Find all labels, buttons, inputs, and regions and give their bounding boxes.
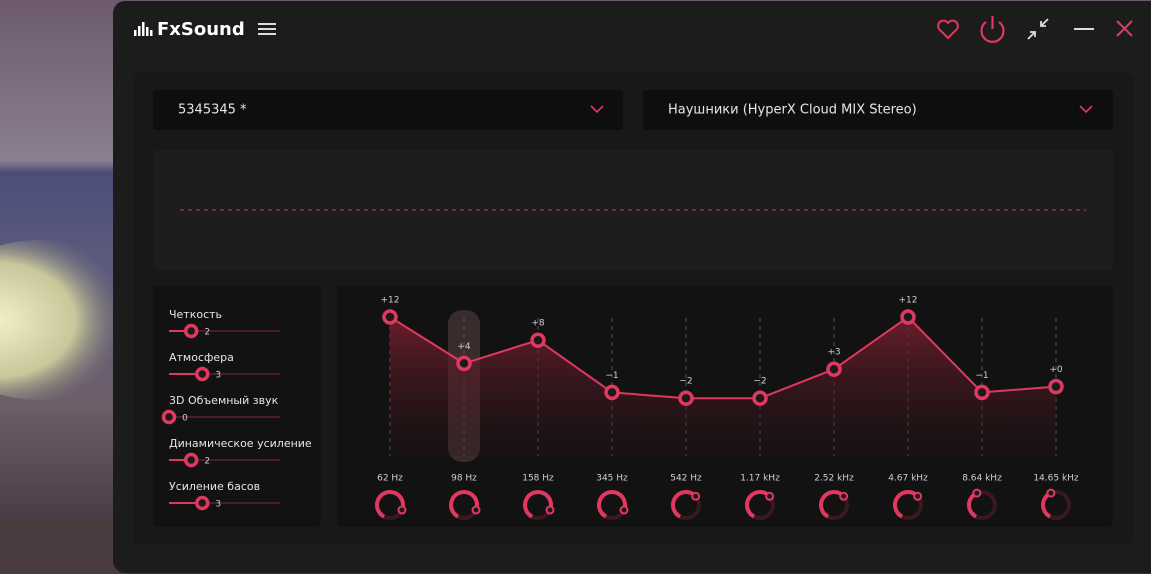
- device-name: Наушники (HyperX Cloud MIX Stereo): [668, 103, 917, 118]
- effect-value: 2: [204, 328, 210, 338]
- eq-frequency: 62 Hz: [377, 474, 403, 484]
- slider-knob[interactable]: [195, 495, 210, 511]
- visualizer: [153, 150, 1113, 270]
- eq-handle[interactable]: [604, 384, 620, 401]
- power-button[interactable]: [980, 16, 1005, 43]
- knob-arc[interactable]: [523, 490, 553, 519]
- eq-value-label: −1: [975, 371, 988, 381]
- effect-value: 3: [215, 500, 221, 510]
- wallpaper-wave: [0, 240, 150, 400]
- eq-frequency: 4.67 kHz: [888, 474, 928, 484]
- eq-handle[interactable]: [678, 390, 694, 406]
- dropdown-arrow: [1079, 105, 1093, 114]
- eq-handle[interactable]: [1048, 378, 1064, 395]
- knob-dot: [397, 505, 407, 515]
- knob-arc[interactable]: [893, 490, 920, 519]
- logo: [134, 22, 153, 36]
- knob-arc[interactable]: [449, 490, 479, 519]
- eq-area: [390, 317, 1056, 456]
- eq-value-label: −2: [753, 377, 766, 387]
- knob-arc[interactable]: [671, 490, 698, 519]
- slider-knob[interactable]: [161, 409, 177, 425]
- eq-line: [389, 315, 1057, 400]
- effect-name: Четкость: [169, 308, 222, 321]
- effect-value: 2: [204, 457, 210, 467]
- effect-name: Усиление басов: [169, 480, 260, 493]
- preset-dropdown[interactable]: [153, 90, 623, 130]
- knob-dot: [839, 491, 849, 501]
- eq-handle[interactable]: [900, 309, 916, 325]
- effect-value: 0: [182, 414, 188, 424]
- eq-value-label: +4: [457, 342, 471, 352]
- eq-handle[interactable]: [974, 384, 990, 401]
- dropdown-arrow: [590, 105, 604, 114]
- effect-name: 3D Объемный звук: [169, 394, 279, 407]
- eq-value-label: +12: [899, 296, 918, 306]
- eq-handle[interactable]: [826, 361, 842, 377]
- eq-frequency: 542 Hz: [670, 474, 702, 484]
- eq-value-label: +12: [381, 296, 400, 306]
- knob-arc[interactable]: [745, 490, 772, 519]
- knob-dot: [691, 491, 701, 501]
- brand: FxSound: [157, 19, 245, 40]
- slider-knob[interactable]: [183, 323, 199, 339]
- preset-name: 5345345 *: [178, 103, 247, 118]
- eq-value-label: +3: [827, 348, 840, 358]
- eq-frequency: 98 Hz: [451, 474, 477, 484]
- eq-value-label: +8: [531, 319, 545, 329]
- knob-arc[interactable]: [597, 490, 627, 519]
- eq-value-label: −1: [605, 371, 618, 381]
- knob-dot: [972, 488, 982, 498]
- favorite-button[interactable]: [937, 19, 959, 40]
- slider-knob[interactable]: [183, 452, 199, 468]
- knob-dot: [1046, 488, 1056, 498]
- eq-handle[interactable]: [752, 390, 768, 406]
- eq-frequency: 8.64 kHz: [962, 474, 1002, 484]
- knob-dot: [765, 491, 775, 501]
- knob-dot: [913, 491, 923, 501]
- eq-value-label: −2: [679, 377, 692, 387]
- knob-arc[interactable]: [819, 490, 846, 519]
- eq-frequency: 345 Hz: [596, 474, 628, 484]
- effect-value: 3: [215, 371, 221, 381]
- effect-name: Атмосфера: [169, 351, 234, 364]
- eq-handle[interactable]: [530, 332, 546, 348]
- eq-frequency: 2.52 kHz: [814, 474, 854, 484]
- knob-dot: [471, 505, 481, 515]
- knob-dot: [545, 505, 555, 515]
- effect-name: Динамическое усиление: [169, 437, 312, 450]
- eq-value-label: +0: [1049, 365, 1063, 375]
- eq-handle[interactable]: [382, 309, 398, 325]
- slider-knob[interactable]: [195, 366, 210, 382]
- eq-frequency: 1.17 kHz: [740, 474, 780, 484]
- knob-arc[interactable]: [375, 490, 405, 519]
- menu-button[interactable]: [258, 23, 276, 35]
- effects-panel: [153, 286, 321, 527]
- compact-button[interactable]: [1027, 18, 1049, 40]
- eq-frequency: 158 Hz: [522, 474, 554, 484]
- wallpaper-stones: [0, 520, 130, 574]
- close-button[interactable]: [1116, 20, 1133, 37]
- knob-dot: [619, 505, 629, 515]
- eq-frequency: 14.65 kHz: [1033, 474, 1079, 484]
- eq-handle[interactable]: [456, 355, 472, 372]
- device-dropdown[interactable]: [643, 90, 1113, 130]
